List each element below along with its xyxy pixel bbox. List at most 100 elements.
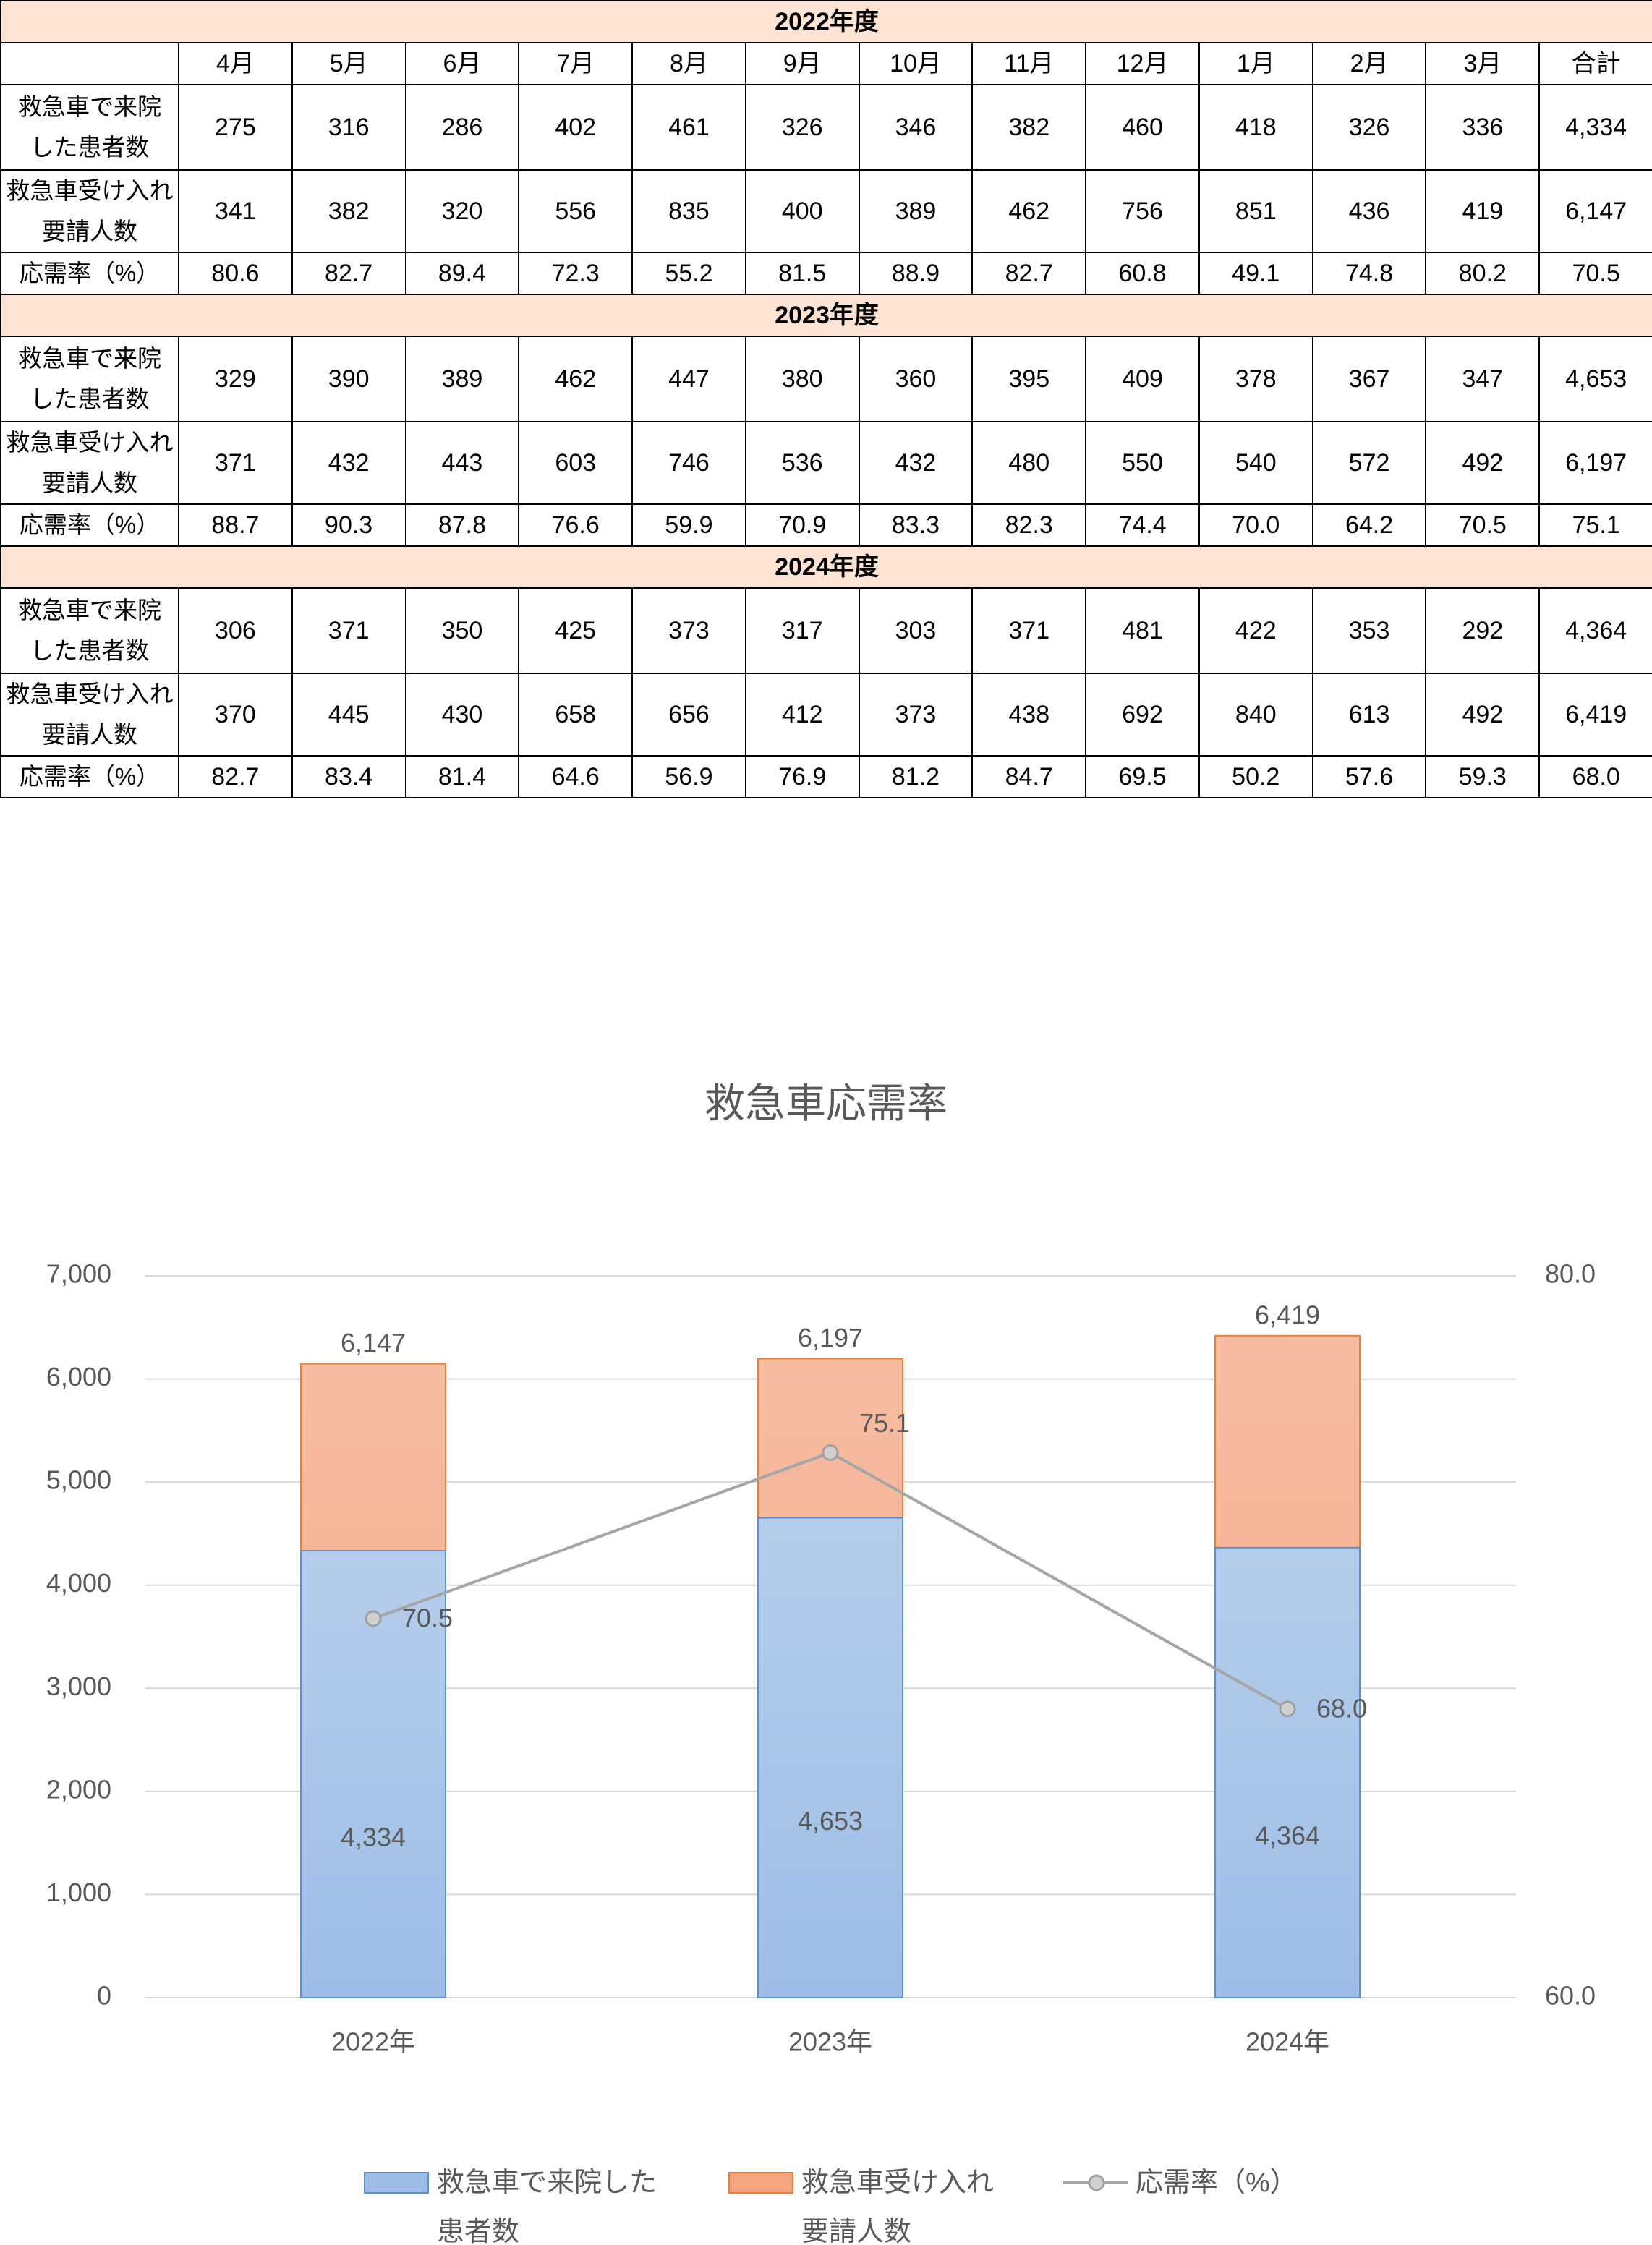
header-row: 4月 5月 6月 7月 8月 9月 10月 11月 12月 1月 2月 3月 合計	[0, 42, 1652, 85]
cell: 371	[178, 421, 293, 505]
cell: 462	[518, 336, 634, 422]
cell: 82.7	[291, 252, 406, 295]
cell: 692	[1085, 673, 1200, 757]
data-label: 68.0	[1316, 1693, 1367, 1723]
cell: 6,147	[1538, 169, 1652, 253]
cell: 64.2	[1311, 503, 1427, 547]
data-label: 75.1	[859, 1408, 910, 1438]
cell: 81.5	[744, 252, 860, 295]
cell: 74.4	[1085, 503, 1200, 547]
cell: 382	[971, 84, 1087, 171]
legend-swatch	[728, 2172, 793, 2194]
cell: 373	[631, 587, 746, 674]
cell: 346	[858, 84, 974, 171]
cell: 550	[1085, 421, 1200, 505]
row-label-line: 要請人数	[42, 218, 137, 244]
row-label: 救急車で来院 した患者数	[0, 84, 179, 171]
header-corner	[0, 42, 179, 85]
cell: 320	[404, 169, 520, 253]
cell: 536	[744, 421, 860, 505]
cell: 4,334	[1538, 84, 1652, 171]
cell: 540	[1198, 421, 1313, 505]
cell: 84.7	[971, 755, 1087, 798]
cell: 292	[1425, 587, 1541, 674]
data-row: 応需率（%） 82.7 83.4 81.4 64.6 56.9 76.9 81.2 84.7 69…	[0, 755, 1652, 798]
data-label: 4,334	[341, 1823, 406, 1852]
line-marker	[365, 1610, 382, 1627]
x-tick-label: 2022年	[331, 2027, 415, 2057]
cell: 83.4	[291, 755, 406, 798]
legend-label: 救急車受け入れ要請人数	[801, 2168, 995, 2245]
bar-shade	[759, 1518, 902, 1997]
section-title: 2022年度	[0, 0, 1652, 43]
cell: 443	[404, 421, 520, 505]
cell: 317	[744, 587, 860, 674]
header-cell: 6月	[404, 42, 520, 85]
cell: 447	[631, 336, 746, 422]
cell: 350	[404, 587, 520, 674]
cell: 370	[178, 673, 293, 757]
header-cell: 3月	[1425, 42, 1541, 85]
cell: 412	[744, 673, 860, 757]
cell: 572	[1311, 421, 1427, 505]
cell: 492	[1425, 421, 1541, 505]
cell: 419	[1425, 169, 1541, 253]
cell: 329	[178, 336, 293, 422]
cell: 367	[1311, 336, 1427, 422]
row-label: 応需率（%）	[0, 252, 179, 295]
section-row: 2022年度	[0, 0, 1652, 43]
row-label-line: 救急車受け入れ	[6, 429, 174, 456]
cell: 353	[1311, 587, 1427, 674]
cell: 373	[858, 673, 974, 757]
cell: 425	[518, 587, 634, 674]
y-tick-label: 1,000	[46, 1878, 111, 1907]
header-cell: 12月	[1085, 42, 1200, 85]
cell: 82.7	[178, 755, 293, 798]
row-label-line: 応需率（%）	[19, 763, 161, 790]
cell: 60.8	[1085, 252, 1200, 295]
cell: 326	[744, 84, 860, 171]
row-label-line: 要請人数	[42, 469, 137, 496]
row-label: 救急車で来院 した患者数	[0, 587, 179, 674]
data-label: 6,197	[798, 1323, 863, 1352]
row-label-line: 救急車で来院	[18, 597, 161, 623]
y-tick-label: 0	[97, 1981, 111, 2011]
cell: 422	[1198, 587, 1313, 674]
cell: 432	[291, 421, 406, 505]
chart-title: 救急車応需率	[704, 1081, 948, 1126]
cell: 303	[858, 587, 974, 674]
data-row: 救急車で来院 した患者数 275 316 286 402 461 326 346 382 460 41…	[0, 84, 1652, 171]
cell: 69.5	[1085, 755, 1200, 798]
cell: 55.2	[631, 252, 746, 295]
cell: 88.9	[858, 252, 974, 295]
cell: 70.0	[1198, 503, 1313, 547]
cell: 389	[858, 169, 974, 253]
cell: 336	[1425, 84, 1541, 171]
cell: 603	[518, 421, 634, 505]
y2-tick-label: 80.0	[1545, 1259, 1596, 1289]
cell: 80.2	[1425, 252, 1541, 295]
cell: 480	[971, 421, 1087, 505]
header-cell: 1月	[1198, 42, 1313, 85]
cell: 360	[858, 336, 974, 422]
cell: 90.3	[291, 503, 406, 547]
x-tick-label: 2023年	[788, 2027, 872, 2057]
cell: 88.7	[178, 503, 293, 547]
cell: 460	[1085, 84, 1200, 171]
data-label: 70.5	[402, 1603, 453, 1633]
row-label-line: した患者数	[30, 637, 150, 664]
cell: 82.7	[971, 252, 1087, 295]
cell: 436	[1311, 169, 1427, 253]
cell: 76.6	[518, 503, 634, 547]
data-row: 応需率（%） 88.7 90.3 87.8 76.6 59.9 70.9 83.3 82.3 74…	[0, 503, 1652, 547]
cell: 82.3	[971, 503, 1087, 547]
cell: 70.5	[1425, 503, 1541, 547]
cell: 80.6	[178, 252, 293, 295]
cell: 6,197	[1538, 421, 1652, 505]
cell: 851	[1198, 169, 1313, 253]
legend-label: 救急車で来院した患者数	[437, 2168, 657, 2245]
cell: 59.3	[1425, 755, 1541, 798]
row-label-line: 救急車で来院	[18, 93, 161, 120]
cell: 380	[744, 336, 860, 422]
legend-label: 応需率（%）	[1136, 2168, 1298, 2198]
